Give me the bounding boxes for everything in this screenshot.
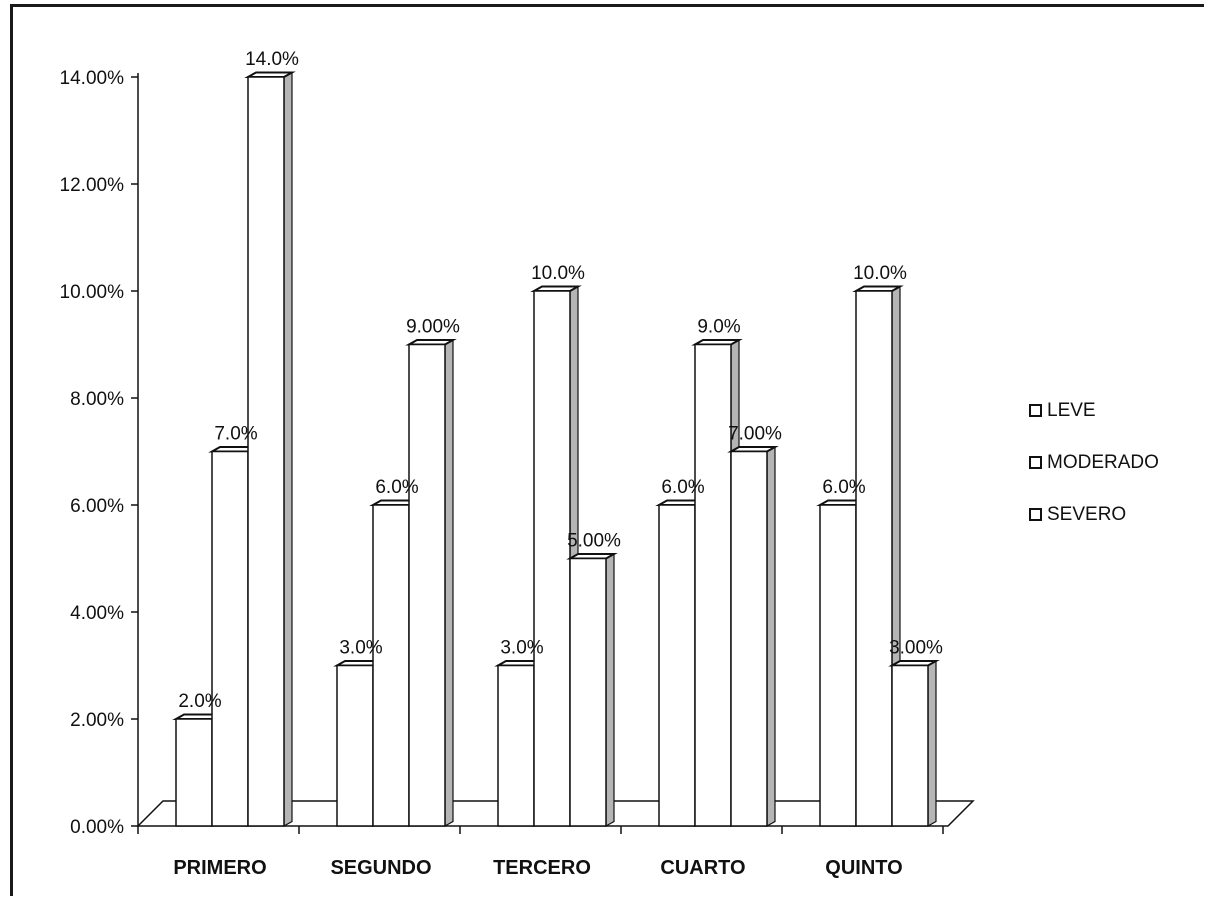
legend-label: LEVE	[1047, 400, 1096, 421]
data-label: 14.0%	[245, 49, 299, 70]
x-category-label: CUARTO	[660, 857, 745, 879]
bar-front-face	[658, 504, 696, 827]
bar-side-face	[283, 71, 293, 828]
data-label: 7.00%	[728, 424, 782, 445]
x-axis-categories: PRIMERO SEGUNDO TERCERO CUARTO QUINTO	[173, 857, 902, 879]
bar-front-face	[891, 664, 929, 827]
bar-front-face	[336, 664, 374, 827]
data-label: 9.0%	[697, 317, 740, 338]
bar-side-face	[444, 338, 454, 828]
bar-front-face	[497, 664, 535, 827]
x-category-label: TERCERO	[493, 857, 591, 879]
bar-severo-segundo	[405, 338, 457, 828]
y-tick-label: 4.00%	[70, 603, 124, 624]
legend-swatch	[1029, 456, 1042, 469]
bar-leve-primero	[172, 713, 224, 828]
bar-front-face	[819, 504, 857, 827]
data-label: 6.0%	[375, 477, 418, 498]
bar-front-face	[694, 343, 732, 827]
bar-side-face	[927, 659, 937, 828]
data-label: 10.0%	[531, 263, 585, 284]
bar-severo-quinto	[888, 659, 940, 828]
bar-severo-cuarto	[727, 445, 779, 828]
x-category-label: SEGUNDO	[330, 857, 431, 879]
data-label: 9.00%	[406, 317, 460, 338]
y-tick-label: 10.00%	[60, 282, 125, 303]
bar-front-face	[247, 76, 285, 827]
bar-front-face	[372, 504, 410, 827]
data-label: 3.00%	[889, 638, 943, 659]
x-category-label: PRIMERO	[173, 857, 266, 879]
y-tick-label: 12.00%	[60, 175, 125, 196]
legend-label: SEVERO	[1047, 504, 1126, 525]
bar-front-face	[855, 290, 893, 827]
bar-front-face	[408, 343, 446, 827]
data-label: 2.0%	[178, 691, 221, 712]
legend: LEVE MODERADO SEVERO	[1029, 400, 1159, 525]
x-category-label: QUINTO	[825, 857, 902, 879]
bar-severo-primero	[244, 71, 296, 828]
y-tick-label: 8.00%	[70, 389, 124, 410]
bar-severo-tercero	[566, 552, 618, 828]
bar-front-face	[175, 718, 213, 827]
bar-leve-cuarto	[655, 499, 707, 828]
legend-swatch	[1029, 508, 1042, 521]
bar-front-face	[569, 557, 607, 827]
legend-label: MODERADO	[1047, 452, 1159, 473]
legend-swatch	[1029, 404, 1042, 417]
data-label: 3.0%	[500, 638, 543, 659]
y-tick-label: 2.00%	[70, 710, 124, 731]
data-label: 5.00%	[567, 531, 621, 552]
bar-front-face	[533, 290, 571, 827]
y-tick-label: 6.00%	[70, 496, 124, 517]
data-label: 6.0%	[822, 477, 865, 498]
bars	[172, 71, 940, 828]
bar-front-face	[730, 450, 768, 827]
bar-front-face	[211, 450, 249, 827]
bar-side-face	[766, 445, 776, 828]
chart-frame	[10, 4, 1204, 896]
data-label: 10.0%	[853, 263, 907, 284]
y-axis: 0.00% 2.00% 4.00% 6.00% 8.00% 10.00% 12.00% 14.…	[60, 68, 139, 838]
data-label: 7.0%	[214, 424, 257, 445]
y-tick-label: 14.00%	[60, 68, 125, 89]
data-label: 3.0%	[339, 638, 382, 659]
data-label: 6.0%	[661, 477, 704, 498]
y-tick-label: 0.00%	[70, 817, 124, 838]
bar-side-face	[605, 552, 615, 828]
data-labels: 2.0% 7.0% 14.0% 3.0% 6.0% 9.00% 3.0% 10.0% 5.00%…	[178, 49, 943, 712]
